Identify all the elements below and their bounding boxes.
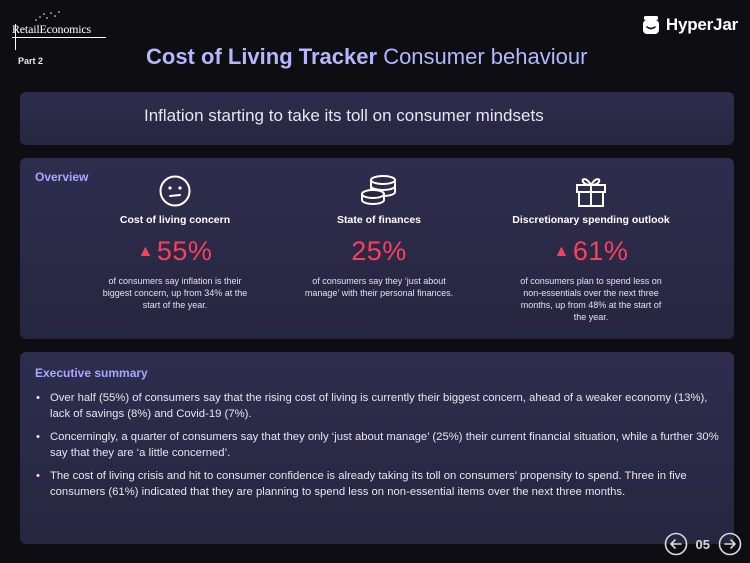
- pager: 05: [664, 532, 742, 556]
- page-title-bold: Cost of Living Tracker: [146, 44, 378, 69]
- executive-summary-panel: Executive summary Over half (55%) of con…: [20, 352, 734, 544]
- overview-panel: Overview Cost of living concern ▲ 55% of…: [20, 158, 734, 339]
- summary-bullet: The cost of living crisis and hit to con…: [34, 468, 720, 500]
- metric-description: of consumers say they ‘just about manage…: [304, 276, 454, 298]
- coins-stack-icon: [361, 175, 396, 205]
- metric-value: ▲ 61%: [496, 236, 686, 267]
- retail-economics-logo: RetailEconomics: [10, 10, 110, 50]
- next-page-button[interactable]: [718, 532, 742, 556]
- metric-value-number: 55%: [156, 236, 213, 266]
- summary-bullet: Concerningly, a quarter of consumers say…: [34, 429, 720, 461]
- gift-icon: [576, 178, 606, 207]
- metric-state-of-finances: State of finances 25% of consumers say t…: [284, 174, 474, 299]
- summary-list: Over half (55%) of consumers say that th…: [34, 390, 720, 507]
- up-arrow-icon: ▲: [553, 242, 570, 260]
- metric-title: State of finances: [336, 214, 422, 226]
- sparkle-dots-icon: [35, 11, 60, 21]
- logo-wordmark: RetailEconomics: [12, 22, 91, 36]
- brand-name: HyperJar: [665, 15, 738, 34]
- summary-bullet: Over half (55%) of consumers say that th…: [34, 390, 720, 422]
- metric-discretionary-spending: Discretionary spending outlook ▲ 61% of …: [496, 174, 686, 323]
- page-title-light: Consumer behaviour: [383, 44, 588, 69]
- logo-underline: [12, 37, 106, 38]
- executive-summary-heading: Executive summary: [35, 366, 148, 380]
- up-arrow-icon: ▲: [137, 242, 154, 260]
- metric-value: ▲ 55%: [80, 236, 270, 267]
- metric-description: of consumers plan to spend less on non-e…: [520, 276, 662, 322]
- previous-page-button[interactable]: [664, 532, 688, 556]
- metric-value: 25%: [284, 236, 474, 267]
- jar-icon: [642, 16, 659, 34]
- metric-title: Cost of living concern: [119, 214, 231, 226]
- overview-heading: Overview: [35, 170, 89, 184]
- headline-banner: Inflation starting to take its toll on c…: [20, 92, 734, 145]
- metric-title: Discretionary spending outlook: [512, 214, 670, 226]
- page-number: 05: [695, 536, 710, 552]
- neutral-face-icon: [159, 175, 191, 207]
- metric-description: of consumers say inflation is their bigg…: [102, 276, 248, 310]
- part-label: Part 2: [18, 56, 44, 66]
- metric-cost-of-living: Cost of living concern ▲ 55% of consumer…: [80, 174, 270, 311]
- page-title: Cost of Living Tracker Consumer behaviou…: [146, 44, 587, 70]
- headline-text: Inflation starting to take its toll on c…: [144, 106, 544, 125]
- hyperjar-brand: HyperJar: [642, 15, 738, 35]
- metric-value-number: 61%: [572, 236, 629, 266]
- metric-value-number: 25%: [351, 236, 407, 266]
